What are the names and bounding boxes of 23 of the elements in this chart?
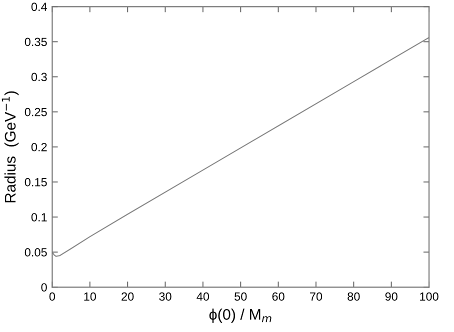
x-tick-label: 90 xyxy=(385,292,398,301)
y-axis-title: Radius (GeV$^{−1}$) xyxy=(2,91,19,202)
y-tick-label: 0.4 xyxy=(31,2,48,12)
x-tick-label: 80 xyxy=(348,292,360,301)
y-tick-label: 0.3 xyxy=(31,72,47,82)
x-tick-label: 40 xyxy=(196,292,210,301)
y-tick-label: 0.2 xyxy=(31,142,47,152)
x-tick-label: 30 xyxy=(159,292,172,301)
line-series xyxy=(52,36,430,257)
y-tick-label: 0.25 xyxy=(24,108,47,116)
x-axis-title: ϕ(0) / M$_{m}$ xyxy=(209,308,272,323)
x-tick-label: 0 xyxy=(49,292,56,301)
x-tick-label: 100 xyxy=(420,292,438,301)
x-tick-label: 70 xyxy=(310,292,322,301)
y-tick-label: 0 xyxy=(41,283,47,292)
y-tick-label: 0.05 xyxy=(24,248,47,257)
y-tick-label: 0.1 xyxy=(31,213,47,222)
x-tick-label: 20 xyxy=(122,292,134,301)
x-tick-label: 10 xyxy=(84,292,96,301)
x-tick-label: 50 xyxy=(234,292,247,301)
y-tick-label: 0.15 xyxy=(24,178,47,186)
x-tick-label: 60 xyxy=(272,292,284,301)
y-tick-label: 0.35 xyxy=(24,38,47,46)
